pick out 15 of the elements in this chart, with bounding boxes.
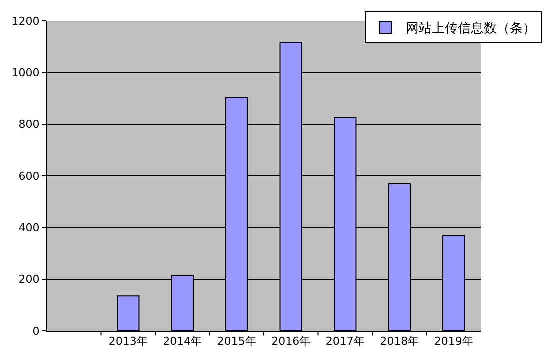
x-tick-label: 2019年 xyxy=(434,335,474,348)
y-tick-label: 800 xyxy=(18,118,40,132)
y-tick-label: 200 xyxy=(18,273,40,286)
y-tick-label: 1000 xyxy=(12,66,40,80)
x-tick-label: 2013年 xyxy=(108,335,148,348)
x-tick-label: 2016年 xyxy=(272,335,311,348)
y-tick-label: 0 xyxy=(32,324,40,338)
x-tick-label: 2015年 xyxy=(217,335,256,348)
y-tick-label: 600 xyxy=(18,170,40,183)
x-tick-label: 2018年 xyxy=(380,335,420,348)
y-tick-label: 400 xyxy=(18,222,40,235)
legend-label: 网站上传信息数（条） xyxy=(406,22,536,37)
x-tick-label: 2017年 xyxy=(326,335,365,348)
y-tick-label: 1200 xyxy=(12,14,40,28)
x-tick-label: 2014年 xyxy=(163,335,202,348)
